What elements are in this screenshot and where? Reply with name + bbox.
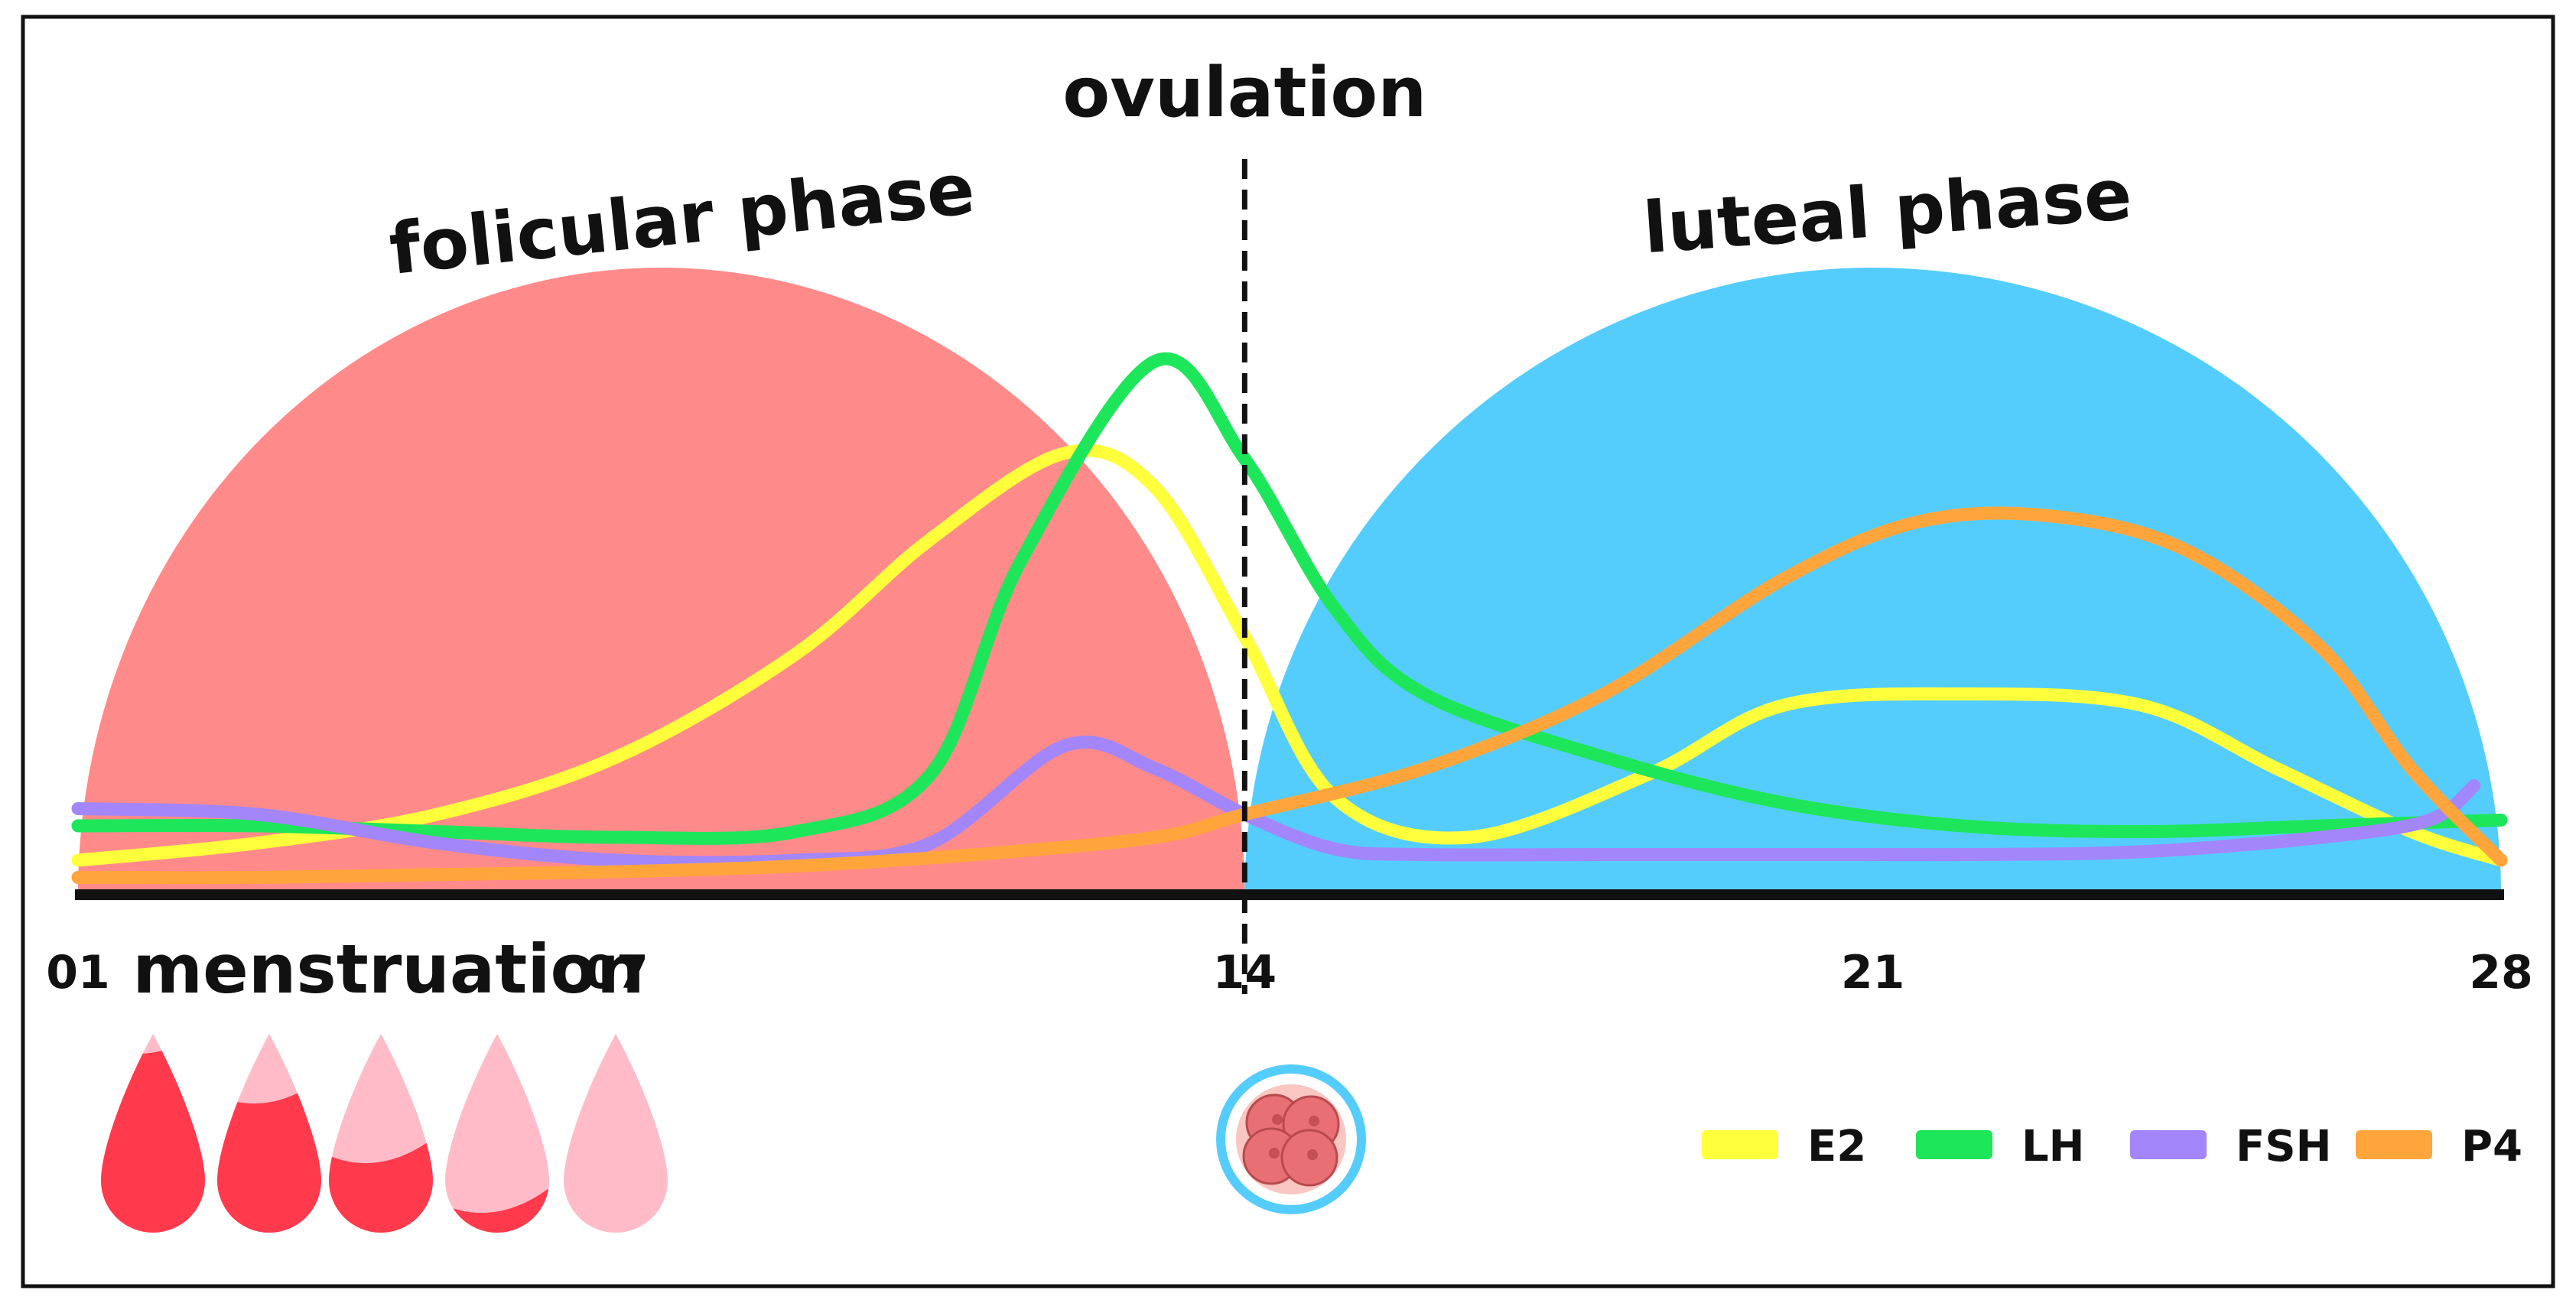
series-line-fsh bbox=[71, 736, 2481, 869]
legend-swatch bbox=[2130, 1130, 2207, 1159]
tick-label-28: 28 bbox=[2469, 946, 2533, 999]
legend-label: P4 bbox=[2461, 1122, 2522, 1171]
blood-drop bbox=[329, 1034, 433, 1233]
drop-blood-fill bbox=[217, 1073, 321, 1233]
drop-shape bbox=[564, 1034, 668, 1233]
series-line-lh bbox=[71, 352, 2508, 845]
tick-label-07: 07 bbox=[584, 946, 649, 999]
drop-blood-fill bbox=[329, 1132, 433, 1233]
ovulation-label: ovulation bbox=[1062, 53, 1426, 133]
tick-label-21: 21 bbox=[1841, 946, 1905, 999]
legend-swatch bbox=[2356, 1130, 2432, 1159]
legend-item-fsh: FSH bbox=[2130, 1122, 2331, 1171]
tick-label-01: 01 bbox=[46, 946, 110, 999]
embryo-nucleus bbox=[1307, 1149, 1318, 1160]
menstruation-label: menstruation bbox=[132, 930, 644, 1009]
embryo-nucleus bbox=[1269, 1148, 1280, 1158]
series-line-e2 bbox=[71, 444, 2508, 867]
blood-drop bbox=[564, 1034, 668, 1233]
blood-drop bbox=[217, 1034, 321, 1233]
legend-swatch bbox=[1702, 1130, 1778, 1159]
series-line-p4 bbox=[71, 506, 2508, 885]
drop-shape bbox=[445, 1034, 549, 1233]
legend-label: LH bbox=[2021, 1122, 2085, 1171]
legend-label: FSH bbox=[2236, 1122, 2331, 1171]
legend-item-e2: E2 bbox=[1702, 1122, 1866, 1171]
tick-label-14: 14 bbox=[1213, 946, 1277, 999]
legend-item-lh: LH bbox=[1916, 1122, 2085, 1171]
legend-item-p4: P4 bbox=[2356, 1122, 2522, 1171]
embryo-nucleus bbox=[1272, 1114, 1283, 1125]
embryo-nucleus bbox=[1309, 1116, 1319, 1126]
legend-swatch bbox=[1916, 1130, 1992, 1159]
legend-label: E2 bbox=[1807, 1122, 1866, 1171]
